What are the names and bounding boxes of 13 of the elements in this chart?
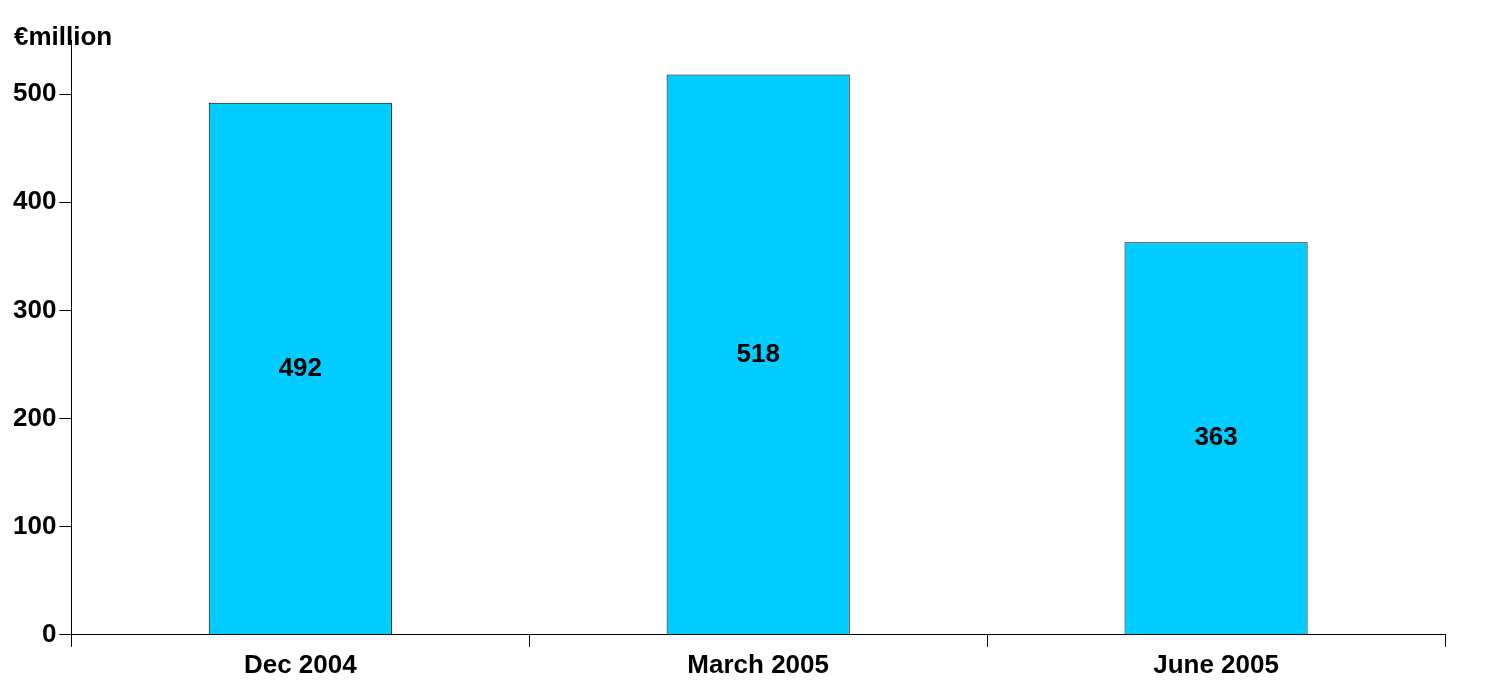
y-tick-label: 200	[12, 401, 57, 432]
x-tick-label: Dec 2004	[243, 648, 358, 679]
y-tick-label: 0	[41, 617, 57, 648]
data-label: 492	[278, 351, 323, 382]
data-label: 518	[736, 337, 780, 368]
y-tick-label: 300	[12, 293, 57, 324]
y-axis-title: €million	[14, 21, 113, 52]
data-label: 363	[1194, 421, 1238, 452]
y-tick-label: 400	[12, 185, 57, 216]
x-tick-label: March 2005	[687, 648, 830, 679]
x-tick-label: June 2005	[1153, 648, 1279, 679]
y-tick-label: 100	[12, 509, 57, 540]
y-tick-label: 500	[12, 77, 57, 108]
